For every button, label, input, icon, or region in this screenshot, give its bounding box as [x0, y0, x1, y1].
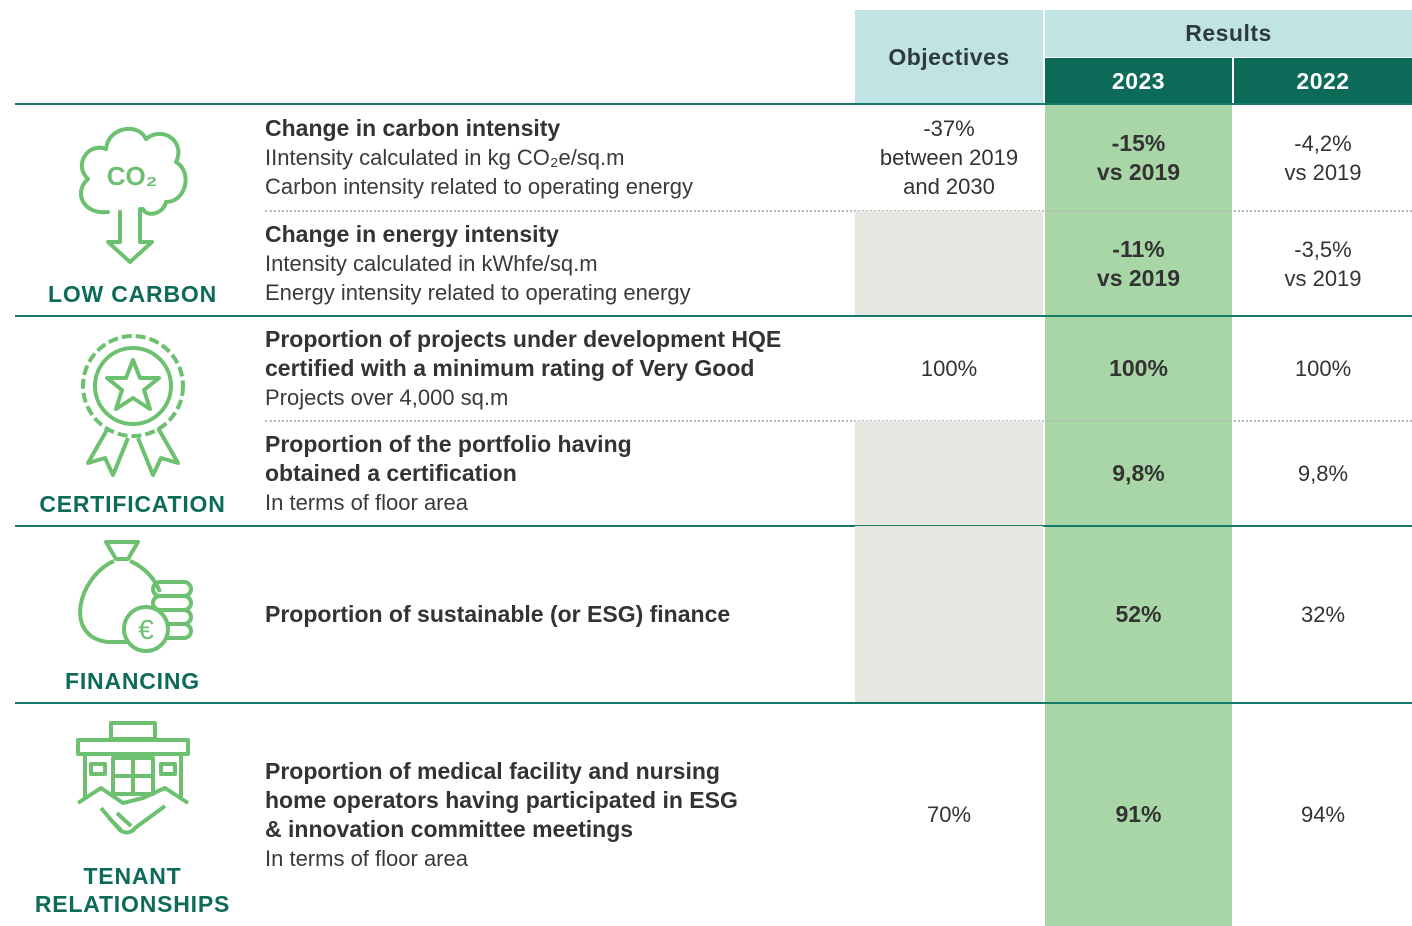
objective: 100%	[855, 316, 1043, 421]
category-label: CERTIFICATION	[39, 490, 225, 518]
icon-graphic	[75, 720, 190, 834]
row-divider	[265, 210, 1412, 212]
result-2023: -11% vs 2019	[1045, 211, 1232, 316]
icon	[73, 316, 193, 490]
description: Change in carbon intensity IIntensity cal…	[265, 104, 845, 211]
row-detail: In terms of floor area	[265, 490, 468, 515]
results-header: Results	[1045, 10, 1412, 57]
result-value: 9,8%	[1297, 461, 1349, 486]
icon-graphic	[80, 334, 185, 477]
result-value: -4,2%	[1294, 130, 1352, 156]
result-value: -3,5%	[1294, 236, 1352, 262]
objective-value: 70%	[926, 802, 972, 827]
category-label-line: TENANT	[83, 863, 182, 889]
description: Proportion of the portfolio having obtain…	[265, 421, 845, 526]
row-divider	[265, 420, 1412, 422]
result-2022: 94%	[1234, 703, 1412, 926]
category: CO₂ LOW CARBON	[15, 104, 250, 316]
result-value: 91%	[1115, 801, 1162, 827]
result-value: 100%	[1109, 355, 1168, 381]
row-title: Proportion of medical facility and nursi…	[265, 757, 720, 784]
category: CERTIFICATION	[15, 316, 250, 526]
year-header: 2022	[1234, 58, 1412, 104]
result-value: 94%	[1300, 802, 1346, 827]
row-title: certified with a minimum rating of Very …	[265, 355, 755, 381]
row-detail: Intensity calculated in kWhfe/sq.m	[265, 251, 598, 276]
row-title: Change in carbon intensity	[265, 115, 561, 141]
result-value: -15%	[1111, 129, 1166, 156]
row-detail: In terms of floor area	[265, 845, 468, 871]
result-value: -11%	[1112, 235, 1165, 262]
result-value: 100%	[1294, 356, 1352, 381]
result-value: vs 2019	[1284, 159, 1362, 185]
result-2022: 9,8%	[1234, 421, 1412, 526]
category-label: FINANCING	[65, 667, 200, 695]
description: Proportion of projects under development…	[265, 316, 845, 421]
objective: -37% between 2019 and 2030	[855, 104, 1043, 211]
objective	[855, 526, 1043, 703]
section-line	[15, 315, 1412, 317]
category-label-line: RELATIONSHIPS	[34, 891, 231, 917]
category-label: LOW CARBON	[48, 280, 217, 308]
row-title: & innovation committee meetings	[265, 815, 634, 842]
result-2023: 91%	[1045, 703, 1232, 926]
description: Proportion of sustainable (or ESG) finan…	[265, 526, 845, 703]
category-label-line: CERTIFICATION	[39, 491, 226, 517]
result-value: 9,8%	[1112, 460, 1165, 486]
result-2022: -4,2% vs 2019	[1234, 104, 1412, 211]
row-title: home operators having participated in ES…	[265, 786, 738, 813]
row-detail: Energy intensity related to operating en…	[265, 280, 691, 305]
result-2022: -3,5% vs 2019	[1234, 211, 1412, 316]
row-title: Proportion of sustainable (or ESG) finan…	[265, 601, 731, 627]
row-title: Proportion of projects under development…	[265, 326, 782, 352]
icon-graphic: CO₂	[78, 126, 187, 264]
description: Proportion of medical facility and nursi…	[265, 703, 845, 926]
row-detail: Carbon intensity related to operating en…	[265, 174, 694, 199]
result-value: vs 2019	[1096, 264, 1181, 291]
category: € FINANCING	[15, 526, 250, 703]
section-line	[15, 525, 1412, 527]
row-title: obtained a certification	[265, 460, 517, 486]
result-value: 52%	[1115, 601, 1162, 627]
icon: CO₂	[68, 104, 198, 280]
description: Change in energy intensity Intensity calc…	[265, 211, 845, 316]
result-2023: 100%	[1045, 316, 1232, 421]
row-title: Change in energy intensity	[265, 221, 559, 247]
row-title: Proportion of the portfolio having	[265, 431, 632, 457]
result-value: vs 2019	[1096, 158, 1181, 185]
result-2022: 32%	[1234, 526, 1412, 703]
result-2022: 100%	[1234, 316, 1412, 421]
row-detail: Projects over 4,000 sq.m	[265, 385, 509, 410]
objective-value: between 2019	[879, 145, 1019, 170]
row-detail: IIntensity calculated in kg CO₂e/sq.m	[265, 145, 625, 170]
section-line	[15, 103, 1412, 105]
icon-text: CO₂	[106, 161, 157, 191]
icon	[73, 703, 193, 862]
result-2023: 9,8%	[1045, 421, 1232, 526]
objectives-header: Objectives	[855, 10, 1043, 104]
category-label: TENANT RELATIONSHIPS	[35, 862, 230, 918]
result-2023: 52%	[1045, 526, 1232, 703]
icon: €	[68, 526, 198, 667]
category-label-line: FINANCING	[65, 668, 200, 694]
result-2023: -15% vs 2019	[1045, 104, 1232, 211]
objective-value: 100%	[920, 356, 978, 381]
highlight-column	[1045, 104, 1232, 926]
icon-graphic: €	[77, 539, 193, 653]
result-value: 32%	[1300, 602, 1346, 627]
section-line	[15, 702, 1412, 704]
objective: 70%	[855, 703, 1043, 926]
result-value: vs 2019	[1284, 265, 1362, 291]
objective	[855, 421, 1043, 526]
objective-value: and 2030	[903, 174, 995, 199]
svg-text:€: €	[138, 614, 154, 645]
year-header: 2023	[1045, 58, 1232, 104]
category: TENANT RELATIONSHIPS	[15, 703, 250, 926]
objective	[855, 211, 1043, 316]
objective-value: -37%	[923, 116, 975, 141]
category-label-line: LOW CARBON	[48, 281, 217, 307]
